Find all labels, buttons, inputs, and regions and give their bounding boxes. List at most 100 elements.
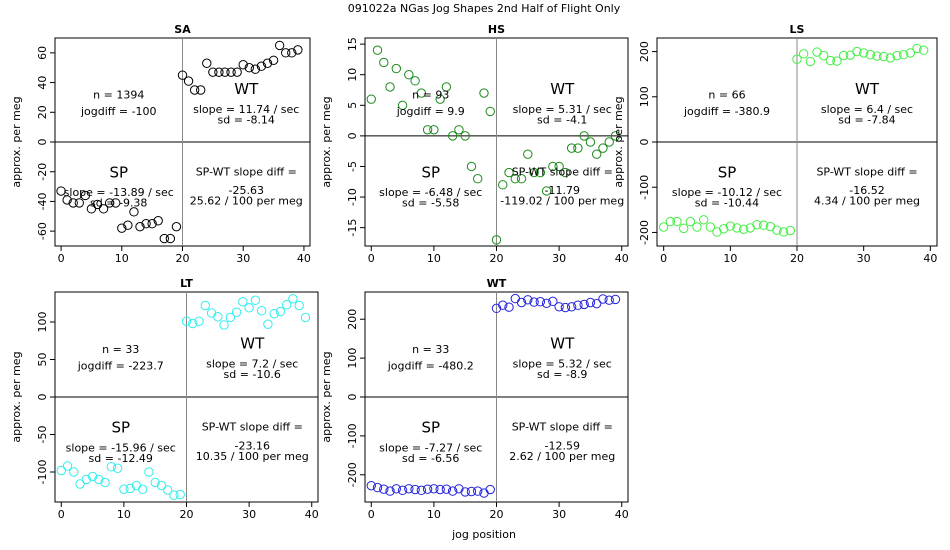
data-point: [491, 303, 502, 314]
data-point: [504, 167, 514, 178]
y-tick-label: 200: [638, 41, 651, 62]
y-tick-label: -15: [346, 219, 359, 237]
data-point: [106, 462, 117, 472]
x-tick-label: 20: [176, 252, 190, 265]
data-point: [529, 297, 539, 307]
data-point: [460, 487, 470, 497]
x-tick-label: 10: [427, 252, 441, 265]
data-point: [87, 471, 98, 482]
data-point: [918, 45, 929, 55]
data-point: [137, 484, 148, 494]
x-tick-label: 40: [615, 252, 629, 265]
data-point: [566, 302, 577, 312]
data-point: [758, 220, 769, 230]
data-point: [685, 216, 696, 227]
data-point: [202, 58, 212, 68]
annotation-wt-label: WT: [550, 335, 575, 353]
y-tick-label: 60: [36, 46, 49, 60]
data-point: [610, 131, 621, 141]
data-point: [798, 49, 809, 59]
annotation-sp-sd: sd = -10.44: [695, 196, 759, 209]
data-point: [150, 477, 160, 488]
annotation-sp-slope: slope = -6.48 / sec: [379, 186, 482, 199]
data-point: [288, 294, 298, 304]
data-point: [391, 63, 402, 74]
annotation-jogdiff: jogdiff = -223.7: [77, 360, 164, 373]
data-point: [718, 224, 729, 234]
data-point: [226, 67, 236, 77]
data-point: [294, 300, 304, 311]
data-point: [865, 50, 876, 60]
annotation-sp-label: SP: [421, 419, 440, 437]
data-point: [410, 76, 420, 86]
data-point: [391, 484, 402, 494]
data-point: [56, 465, 66, 476]
y-tick-label: 100: [36, 312, 49, 333]
annotation-wt-sd: sd = -10.6: [224, 368, 281, 381]
data-point: [256, 306, 267, 316]
data-point: [479, 88, 489, 98]
y-tick-label: 0: [36, 394, 49, 401]
data-point: [548, 161, 558, 172]
annotation-sp-label: SP: [111, 419, 130, 437]
data-point: [435, 94, 445, 104]
annotation-diff-title: SP-WT slope diff =: [202, 421, 303, 434]
annotation-sp-sd: sd = -9.38: [90, 196, 147, 209]
data-point: [404, 70, 414, 80]
data-point: [778, 227, 789, 237]
data-point: [372, 45, 383, 55]
data-point: [263, 319, 273, 329]
panel-title: SA: [174, 23, 191, 36]
data-point: [738, 224, 749, 234]
data-point: [219, 320, 229, 330]
data-point: [214, 67, 224, 77]
x-tick-label: 10: [115, 252, 129, 265]
data-point: [510, 293, 520, 304]
data-point: [692, 222, 702, 232]
data-point: [56, 186, 66, 196]
data-point: [94, 474, 104, 485]
data-point: [111, 198, 121, 208]
data-point: [485, 106, 495, 117]
annotation-wt-label: WT: [234, 80, 259, 98]
data-point: [397, 485, 408, 496]
data-point: [473, 486, 483, 496]
y-tick-label: 100: [638, 86, 651, 107]
y-tick-label: -10: [346, 188, 359, 206]
data-point: [725, 221, 736, 231]
data-point: [274, 40, 285, 51]
data-point: [554, 302, 564, 312]
data-point: [244, 303, 254, 313]
data-point: [163, 485, 173, 495]
x-tick-label: 10: [723, 252, 737, 265]
data-point: [429, 125, 439, 135]
data-point: [541, 298, 552, 308]
data-point: [832, 56, 842, 66]
x-tick-label: 40: [305, 508, 319, 521]
data-point: [579, 131, 589, 141]
data-point: [238, 60, 248, 70]
data-point: [912, 43, 922, 54]
data-point: [112, 463, 123, 473]
data-point: [181, 316, 192, 326]
y-tick-label: -200: [638, 220, 651, 245]
data-point: [144, 467, 154, 477]
annotation-n: n = 66: [708, 88, 745, 101]
x-axis-label: jog position: [451, 528, 516, 541]
data-point: [454, 484, 464, 494]
data-point: [422, 484, 433, 494]
data-point: [416, 485, 427, 496]
annotation-wt-label: WT: [855, 80, 880, 98]
x-tick-label: 40: [615, 508, 629, 521]
page-title: 091022a NGas Jog Shapes 2nd Half of Flig…: [348, 2, 621, 15]
y-tick-label: -50: [36, 426, 49, 444]
data-point: [529, 167, 539, 178]
data-point: [385, 486, 395, 496]
y-tick-label: -100: [346, 423, 359, 448]
y-axis-label: approx. per meg: [320, 96, 333, 187]
data-point: [379, 484, 389, 494]
data-point: [379, 57, 389, 68]
data-point: [604, 295, 614, 305]
annotation-wt-label: WT: [550, 80, 575, 98]
x-tick-label: 30: [236, 252, 250, 265]
